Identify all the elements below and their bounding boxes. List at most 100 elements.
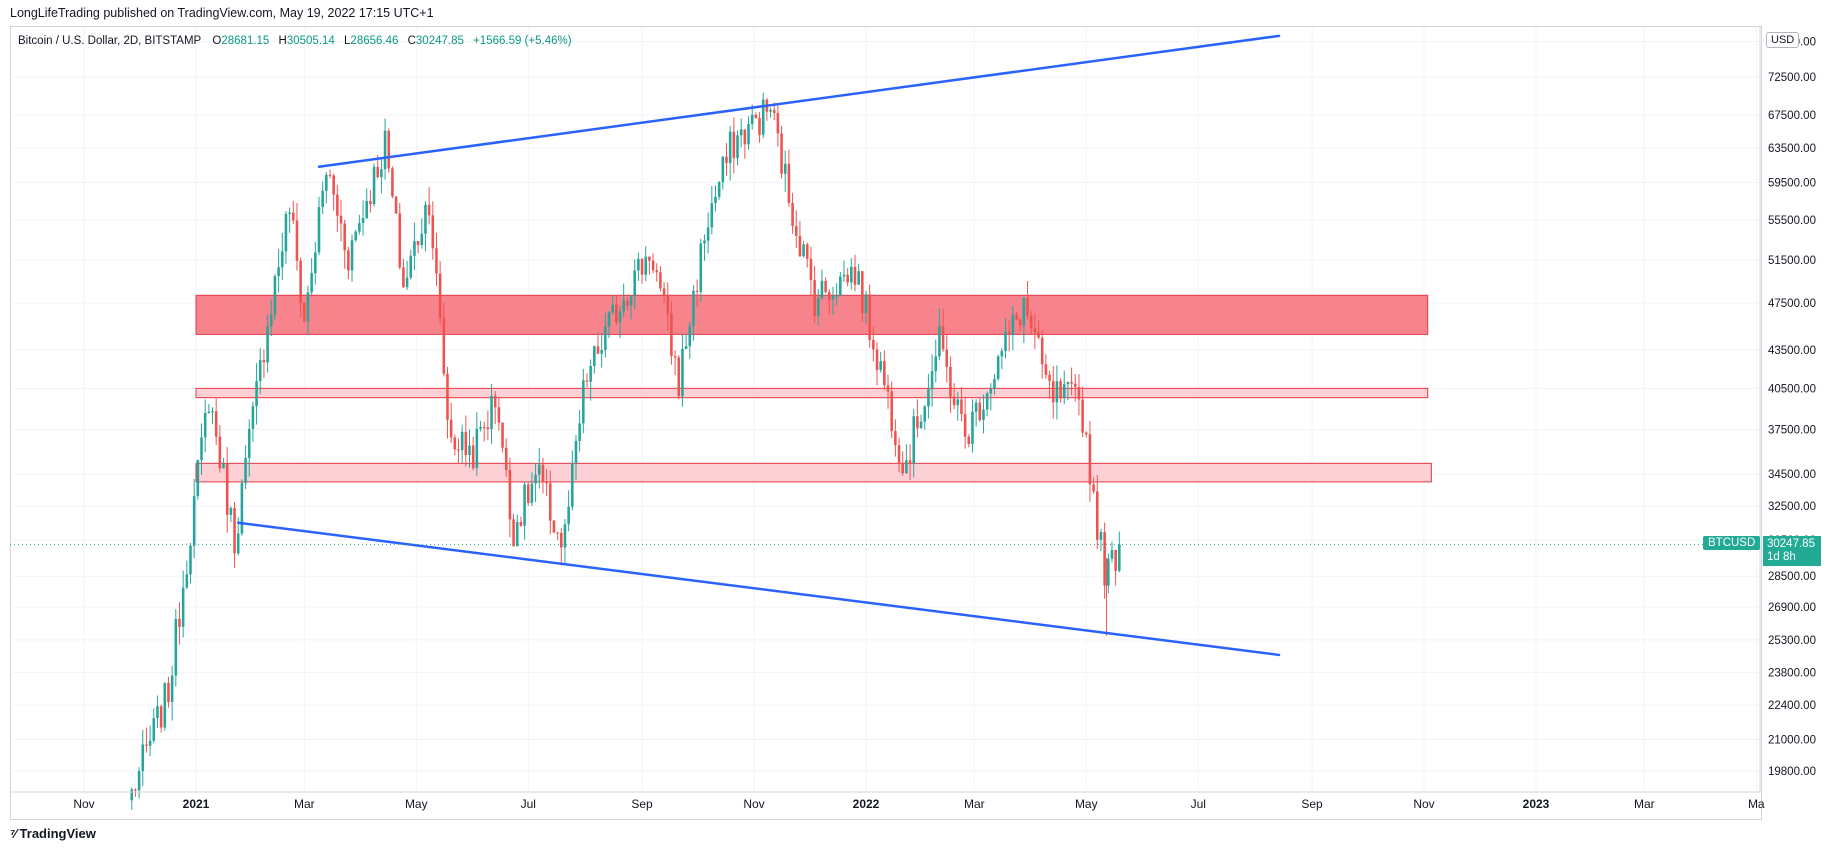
candle-body — [181, 587, 185, 627]
candle — [717, 181, 721, 200]
candle-body — [347, 250, 350, 271]
candle — [336, 185, 339, 232]
candle — [604, 312, 607, 358]
candle-body — [380, 169, 383, 178]
candle — [1040, 330, 1044, 379]
candle-body — [578, 423, 581, 442]
candle-body — [912, 416, 916, 464]
candle-body — [174, 618, 178, 676]
candle-body — [1055, 381, 1059, 403]
candle-body — [934, 356, 938, 372]
candle — [416, 240, 420, 254]
candle — [453, 434, 457, 456]
price-axis[interactable]: 19800.00 21000.00 22400.00 23800.00 25300.00… — [1759, 27, 1816, 792]
legend-low-label: L — [344, 35, 351, 47]
candle-body — [589, 366, 592, 382]
candle-body — [758, 117, 761, 135]
resistance-zone[interactable] — [195, 462, 1432, 483]
candle-body — [405, 277, 409, 288]
tradingview-logo[interactable]: ⁷⁄ TradingView — [10, 826, 96, 841]
candle-body — [868, 294, 871, 340]
candle — [846, 268, 849, 287]
candle-body — [996, 356, 1000, 379]
candle-body — [574, 441, 578, 463]
y-tick-label: 55500.00 — [1768, 215, 1816, 227]
trendline[interactable] — [317, 34, 1281, 168]
candle — [1103, 522, 1106, 599]
candle — [1099, 528, 1103, 552]
candle — [310, 258, 313, 295]
candle-body — [974, 402, 978, 412]
candle — [387, 128, 391, 173]
candle-body — [189, 545, 192, 575]
candle-body — [1048, 374, 1051, 381]
x-tick-label: May — [1075, 797, 1098, 811]
candle-body — [971, 411, 974, 445]
candle — [743, 129, 747, 159]
candle — [273, 274, 277, 320]
resistance-zone[interactable] — [195, 387, 1429, 399]
chart-frame[interactable] — [10, 26, 1762, 820]
candle-body — [1029, 315, 1033, 329]
candle — [383, 118, 387, 180]
candle — [574, 435, 578, 481]
candle — [626, 297, 629, 310]
candle — [280, 233, 284, 280]
candle — [728, 125, 732, 181]
legend-close-label: C — [407, 35, 416, 47]
candle — [861, 271, 864, 322]
candle-body — [710, 203, 714, 228]
time-axis[interactable]: Nov 2021 Mar May Jul Sep Nov 2022 Mar May Jul Sep No… — [10, 791, 1765, 811]
candle — [1051, 366, 1055, 419]
tradingview-logo-icon: ⁷⁄ — [10, 826, 16, 841]
candle-body — [449, 419, 453, 438]
trendlines[interactable] — [10, 34, 1760, 657]
candle — [372, 163, 376, 207]
resistance-zone[interactable] — [195, 294, 1429, 335]
candle — [883, 350, 886, 390]
candle — [398, 202, 402, 270]
candle-body — [269, 314, 273, 327]
candle-body — [196, 460, 200, 497]
candle — [1044, 354, 1048, 379]
candle — [684, 333, 688, 350]
candle — [225, 447, 229, 533]
candle — [956, 392, 960, 421]
candle — [618, 306, 622, 339]
candle-body — [130, 789, 134, 801]
candle — [1015, 312, 1018, 321]
candle — [530, 472, 534, 507]
candle-body — [229, 508, 233, 515]
candle-body — [633, 270, 636, 297]
candle-body — [875, 349, 879, 370]
candle — [894, 419, 897, 457]
candle-body — [655, 270, 659, 273]
candle-body — [941, 326, 945, 350]
bar-countdown: 1d 8h — [1767, 551, 1796, 564]
candle — [1088, 420, 1092, 502]
candle-body — [824, 280, 827, 293]
candle — [185, 560, 189, 590]
candle-body — [1096, 491, 1099, 540]
candle — [1037, 320, 1040, 340]
candle-body — [842, 274, 846, 277]
candle-body — [864, 294, 868, 314]
candle-body — [192, 496, 196, 546]
candle-body — [266, 326, 269, 363]
candle-body — [1004, 331, 1007, 352]
x-tick-label: Jul — [1191, 797, 1206, 811]
candle — [857, 263, 860, 286]
candle-body — [783, 163, 787, 174]
candle-body — [721, 156, 725, 183]
candle — [159, 704, 163, 733]
candle — [695, 279, 699, 308]
candle — [905, 444, 908, 474]
trendline[interactable] — [236, 521, 1281, 657]
resistance-zones — [195, 294, 1432, 483]
candle — [361, 200, 365, 236]
candle — [805, 242, 809, 268]
candle — [519, 516, 523, 527]
currency-button[interactable]: USD — [1766, 32, 1800, 48]
candle — [240, 479, 244, 536]
